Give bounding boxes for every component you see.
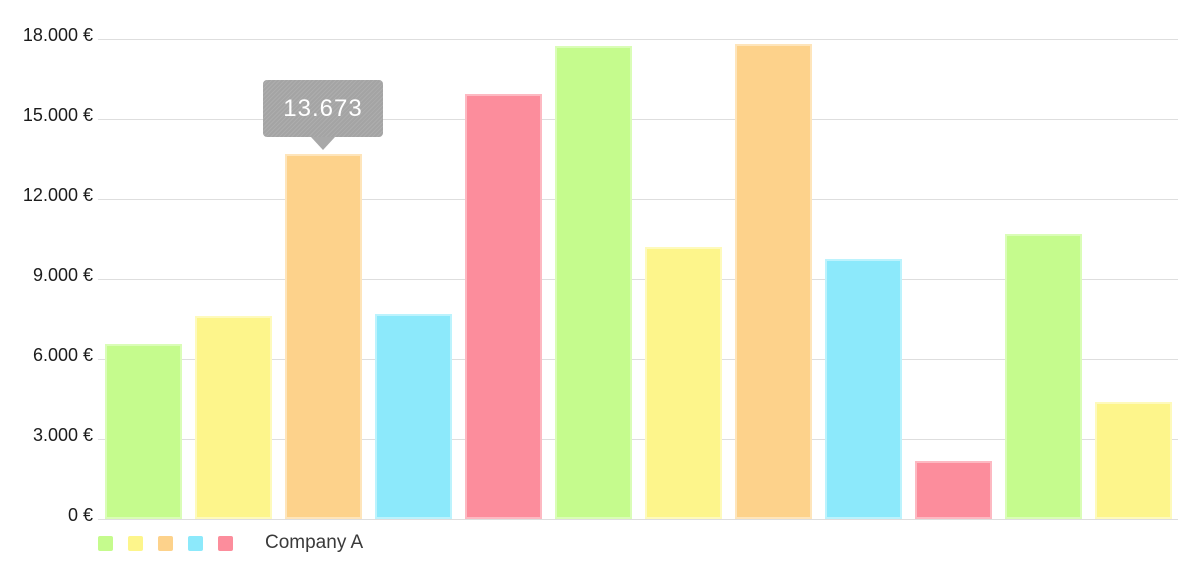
gridline [98, 279, 1178, 280]
y-axis: 0 € 3.000 € 6.000 € 9.000 € 12.000 € 15.000 €… [0, 0, 93, 567]
bar[interactable] [644, 247, 722, 519]
gridline [98, 359, 1178, 360]
legend-swatch[interactable] [128, 535, 143, 551]
y-axis-tick-label: 18.000 € [22, 24, 93, 45]
y-axis-tick-label: 9.000 € [32, 264, 93, 285]
bar[interactable] [464, 93, 542, 519]
bar[interactable] [284, 154, 362, 519]
bar[interactable] [374, 313, 452, 519]
gridline [98, 39, 1178, 40]
legend-swatch[interactable] [218, 535, 233, 551]
tooltip: 13.673 [263, 80, 383, 151]
legend-swatch[interactable] [188, 535, 203, 551]
legend-swatch[interactable] [158, 535, 173, 551]
tooltip-value: 13.673 [283, 95, 363, 123]
bar[interactable] [1094, 401, 1172, 519]
y-axis-tick-label: 6.000 € [32, 344, 93, 365]
bar[interactable] [914, 461, 992, 519]
legend: Company A [98, 532, 364, 553]
y-axis-tick-label: 3.000 € [32, 424, 93, 445]
y-axis-tick-label: 0 € [67, 504, 93, 525]
bar[interactable] [1004, 233, 1082, 519]
bar[interactable] [734, 43, 812, 519]
tooltip-arrow [311, 137, 335, 151]
legend-swatch[interactable] [98, 535, 113, 551]
y-axis-tick-label: 12.000 € [22, 184, 93, 205]
bar[interactable] [554, 46, 632, 519]
bar[interactable] [194, 316, 272, 519]
plot-area: 13.673 [98, 39, 1178, 520]
gridline [98, 199, 1178, 200]
gridline [98, 439, 1178, 440]
legend-series-label[interactable]: Company A [265, 532, 364, 553]
gridline [98, 119, 1178, 120]
y-axis-tick-label: 15.000 € [22, 104, 93, 125]
bar[interactable] [104, 343, 182, 519]
gridline [98, 519, 1178, 520]
bar[interactable] [824, 258, 902, 519]
